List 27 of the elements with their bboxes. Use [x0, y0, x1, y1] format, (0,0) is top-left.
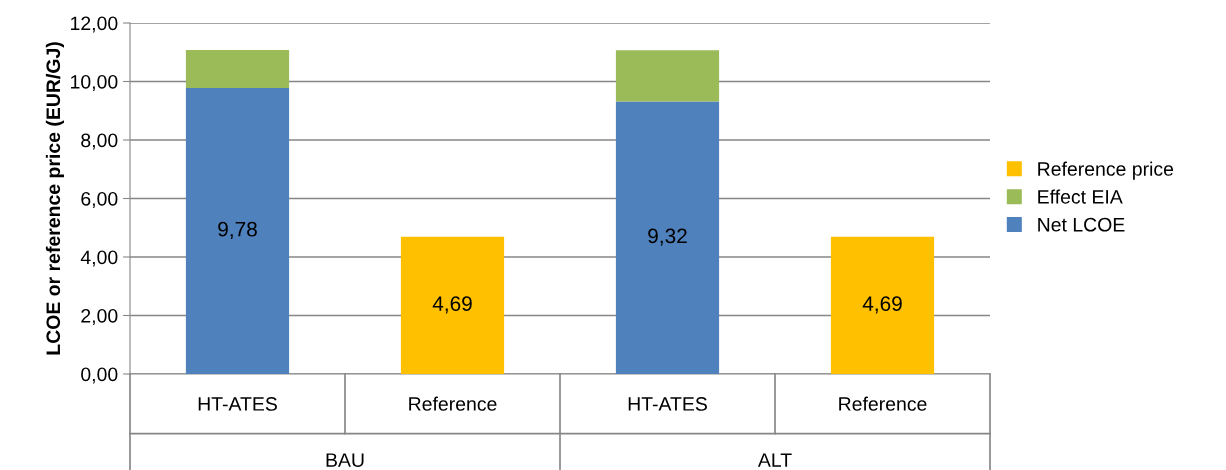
- bar: [615, 101, 720, 374]
- y-tick-label: 2,00: [81, 308, 118, 326]
- y-tick-label: 10,00: [71, 74, 118, 92]
- x-tick-label: HT-ATES: [628, 397, 707, 411]
- legend-label: Reference price: [1038, 161, 1174, 180]
- data-label: 4,69: [862, 296, 902, 314]
- bar: [615, 50, 720, 102]
- data-label: 4,69: [432, 296, 472, 314]
- text: ALT: [757, 453, 792, 467]
- text: BAU: [326, 453, 364, 467]
- bar: [830, 236, 935, 374]
- y-tick-label: 0,00: [81, 367, 118, 384]
- x-tick-label: Reference: [409, 396, 497, 411]
- y-axis-title: LCOE or reference price (EUR/GJ): [45, 42, 64, 355]
- x-tick-label: Reference: [839, 396, 927, 411]
- data-label: 9,32: [648, 228, 687, 246]
- bar: [185, 49, 290, 88]
- data-label: 9,78: [218, 221, 257, 240]
- bar: [185, 87, 290, 374]
- bar: [400, 236, 505, 374]
- legend-label: Net LCOE: [1038, 217, 1125, 232]
- y-tick-label: 6,00: [81, 191, 118, 209]
- legend-label: Effect EIA: [1038, 189, 1123, 204]
- y-tick-label: 4,00: [80, 250, 118, 267]
- y-tick-label: 8,00: [81, 133, 118, 150]
- x-tick-label: HT-ATES: [198, 397, 277, 411]
- y-tick-label: 12,00: [71, 16, 118, 33]
